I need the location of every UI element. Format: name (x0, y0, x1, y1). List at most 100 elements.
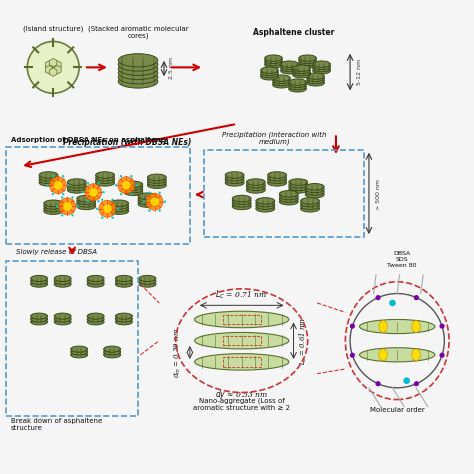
Ellipse shape (289, 79, 306, 85)
Ellipse shape (54, 281, 71, 287)
Ellipse shape (104, 346, 120, 352)
Ellipse shape (39, 174, 58, 181)
Ellipse shape (139, 281, 156, 287)
Text: Precipitation (with DBSA NEs): Precipitation (with DBSA NEs) (63, 138, 191, 147)
Text: $L_C$ = 0.71 nm: $L_C$ = 0.71 nm (216, 288, 268, 301)
Text: $L_a$ = 0.61 nm: $L_a$ = 0.61 nm (298, 317, 310, 365)
Circle shape (99, 200, 116, 217)
Circle shape (46, 184, 49, 186)
Circle shape (164, 201, 166, 203)
Ellipse shape (293, 67, 310, 73)
Ellipse shape (268, 174, 286, 181)
Ellipse shape (138, 196, 157, 202)
Circle shape (414, 295, 419, 300)
Ellipse shape (87, 319, 104, 325)
Ellipse shape (71, 346, 88, 352)
Ellipse shape (313, 68, 330, 74)
Ellipse shape (289, 184, 308, 191)
Ellipse shape (289, 81, 306, 88)
Ellipse shape (307, 80, 324, 86)
Circle shape (117, 208, 119, 210)
Ellipse shape (118, 62, 158, 75)
Circle shape (103, 204, 112, 213)
Ellipse shape (246, 179, 265, 185)
Ellipse shape (256, 200, 275, 207)
Ellipse shape (96, 174, 115, 181)
Ellipse shape (31, 319, 47, 325)
Ellipse shape (281, 65, 298, 72)
Text: Precipitation (interaction with
medium): Precipitation (interaction with medium) (222, 131, 327, 145)
Ellipse shape (54, 278, 71, 284)
Circle shape (96, 208, 98, 210)
Ellipse shape (307, 77, 324, 84)
Ellipse shape (268, 177, 286, 183)
Circle shape (61, 214, 64, 217)
Circle shape (101, 217, 103, 219)
Ellipse shape (232, 198, 251, 204)
Text: (Island structure): (Island structure) (23, 26, 83, 32)
Circle shape (62, 175, 64, 177)
Circle shape (67, 184, 70, 186)
Ellipse shape (87, 278, 104, 284)
Ellipse shape (279, 193, 298, 200)
Ellipse shape (116, 275, 132, 282)
Ellipse shape (307, 73, 324, 79)
Ellipse shape (71, 349, 88, 355)
Ellipse shape (110, 200, 128, 207)
Ellipse shape (256, 205, 275, 212)
Ellipse shape (225, 180, 244, 186)
Circle shape (49, 177, 66, 194)
Ellipse shape (110, 208, 128, 214)
Ellipse shape (77, 195, 96, 202)
Ellipse shape (87, 313, 104, 319)
Circle shape (350, 353, 355, 358)
Ellipse shape (289, 179, 308, 185)
Text: 5-12 nm: 5-12 nm (357, 59, 362, 85)
Ellipse shape (379, 349, 387, 361)
Ellipse shape (301, 203, 319, 210)
Ellipse shape (289, 187, 308, 193)
Text: $d_m$ = 0.39 nm: $d_m$ = 0.39 nm (173, 328, 183, 378)
Circle shape (120, 175, 122, 177)
Ellipse shape (305, 191, 324, 198)
Ellipse shape (293, 72, 310, 78)
Ellipse shape (138, 193, 157, 200)
Ellipse shape (412, 349, 420, 361)
Text: Asphaltene cluster: Asphaltene cluster (253, 28, 334, 36)
Ellipse shape (299, 59, 316, 66)
Ellipse shape (138, 198, 157, 205)
Ellipse shape (289, 182, 308, 188)
Ellipse shape (313, 63, 330, 70)
Ellipse shape (293, 69, 310, 76)
Ellipse shape (279, 196, 298, 202)
Ellipse shape (104, 352, 120, 358)
Circle shape (375, 381, 381, 386)
Circle shape (403, 377, 410, 384)
Ellipse shape (116, 316, 132, 322)
Circle shape (350, 324, 355, 328)
Ellipse shape (289, 86, 306, 92)
Circle shape (150, 197, 159, 206)
Ellipse shape (305, 186, 324, 193)
Ellipse shape (273, 79, 291, 86)
Circle shape (61, 196, 64, 199)
Ellipse shape (299, 55, 316, 61)
Ellipse shape (232, 195, 251, 202)
Ellipse shape (279, 198, 298, 205)
Ellipse shape (96, 177, 115, 183)
Circle shape (158, 191, 161, 194)
Ellipse shape (31, 313, 47, 319)
Circle shape (389, 300, 396, 306)
Circle shape (102, 191, 105, 193)
Ellipse shape (116, 319, 132, 325)
Circle shape (136, 184, 138, 186)
Ellipse shape (301, 200, 319, 207)
Ellipse shape (305, 189, 324, 195)
Ellipse shape (279, 191, 298, 197)
Text: Break down of asphaltene
structure: Break down of asphaltene structure (11, 419, 102, 431)
Ellipse shape (96, 172, 115, 178)
Ellipse shape (110, 202, 128, 209)
Ellipse shape (261, 73, 278, 80)
Ellipse shape (118, 75, 158, 88)
Ellipse shape (359, 319, 435, 334)
